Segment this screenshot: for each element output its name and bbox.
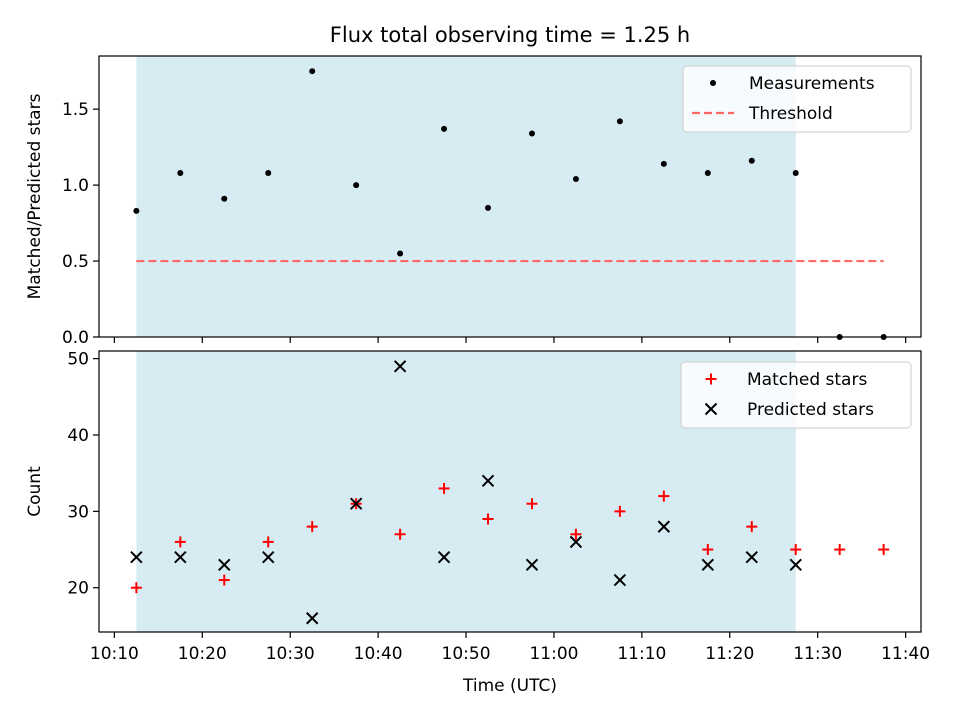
panel2-y-axis-label: Count [25,466,45,517]
panel2-y-tick-label: 40 [67,426,89,446]
panel1-measurement-point [660,160,667,167]
panel2-series-2 [130,360,802,625]
panel2-matched-point [746,521,758,533]
panel2-matched-point [130,582,142,594]
panel1-legend-measurements-swatch [710,80,716,86]
panel1-measurement-point [353,182,360,189]
panel1-measurement-point [133,207,140,214]
panel2-y-tick-label: 20 [67,579,89,599]
panel2-matched-point [658,490,670,502]
panel1-frame [98,55,922,338]
panel2-axes: 10:10 10:20 10:30 10:40 10:50 11:00 11:10 11:20… [25,350,930,696]
panel2-matched-point [570,528,582,540]
panel1-measurement-point [309,68,316,75]
panel2-predicted-point [481,474,495,488]
panel1-y-tick-label: 0.0 [62,328,89,348]
panel1-legend-label: Measurements [749,74,875,94]
panel1-axes: 0.0 0.5 1.0 1.5 Flux total observing time = … [25,23,922,348]
panel1-measurement-point [265,169,272,176]
panel1-measurement-point [748,157,755,164]
panel2-predicted-point [525,558,539,572]
panel1-measurement-point [792,169,799,176]
panel1-legend-box [682,65,912,133]
panel2-x-tick-label: 10:30 [266,644,315,664]
panel1-measurement-point [704,169,711,176]
panel2-matched-point [614,505,626,517]
panel2-matched-point [174,536,186,548]
panel2-predicted-point [789,558,802,572]
panel1-y-axis-label: Matched/Predicted stars [25,93,45,299]
panel2-matched-point [526,498,538,510]
panel1-y-tick-label: 1.0 [62,176,89,196]
panel2-matched-point [702,544,714,556]
panel2-predicted-point [349,497,363,510]
panel2-matched-point [394,528,406,540]
panel2-x-tick-label: 10:10 [90,644,139,664]
panel2-legend-label: Matched stars [747,370,867,390]
panel1-measurement-point [528,130,535,137]
panel2-x-tick-label: 11:00 [529,644,578,664]
panel2-x-tick-label: 10:50 [442,644,491,664]
panel2-series-1 [130,482,890,594]
panel2-matched-point [218,574,230,586]
panel1-legend-label: Threshold [748,104,833,124]
panel2-predicted-point [745,550,758,564]
panel2-legend-box [680,361,912,429]
panel2-x-tick-label: 11:20 [705,644,754,664]
panel1-legend: Measurements Threshold [682,65,912,133]
panel2-matched-point [878,544,890,556]
panel2-matched-point [262,536,274,548]
panel2-predicted-point [393,360,407,373]
panel2-predicted-point [305,612,319,625]
panel1-measurement-point [441,125,448,132]
panel2-predicted-point [174,550,187,564]
x-axis-label: Time (UTC) [462,676,557,696]
panel1-series-1 [133,68,887,340]
panel2-y-tick-label: 30 [67,502,89,522]
panel2-matched-point [306,521,318,533]
panel2-x-tick-label: 11:40 [881,644,930,664]
panel2-predicted-point [657,520,671,533]
panel1-measurement-point [221,195,228,202]
panel2-frame [98,350,922,633]
panel2-y-tick-label: 50 [67,350,89,370]
panel2-matched-point [482,513,494,525]
panel2-predicted-point [262,550,275,564]
panel2-predicted-point [218,558,231,572]
panel2-matched-point [438,482,450,494]
panel2-predicted-point [130,550,143,564]
panel1-y-tick-label: 1.5 [62,100,89,120]
panel2-x-tick-label: 11:30 [793,644,842,664]
panel2-legend-label: Predicted stars [747,400,874,420]
panel2-x-tick-label: 10:20 [178,644,227,664]
panel2-x-tick-label: 11:10 [617,644,666,664]
panel1-y-tick-label: 0.5 [62,252,89,272]
panel2-legend: Matched stars Predicted stars [680,361,912,429]
panel2-x-tick-label: 10:40 [354,644,403,664]
panel2-legend-matched-swatch [705,373,717,385]
panel2-predicted-point [701,558,715,572]
panel1-measurement-point [177,169,184,176]
panel2-predicted-point [613,573,627,587]
panel1-measurement-point [485,204,492,211]
panel2-predicted-point [437,550,451,564]
panel1-measurement-point [397,250,404,257]
panel1-measurement-point [572,176,579,183]
panel2-predicted-point [569,535,583,549]
panel2-matched-point [790,544,802,556]
panel2-legend-predicted-swatch [704,402,718,416]
panel1-measurement-point [616,118,623,125]
chart-title: Flux total observing time = 1.25 h [330,23,690,47]
panel2-matched-point [834,544,846,556]
